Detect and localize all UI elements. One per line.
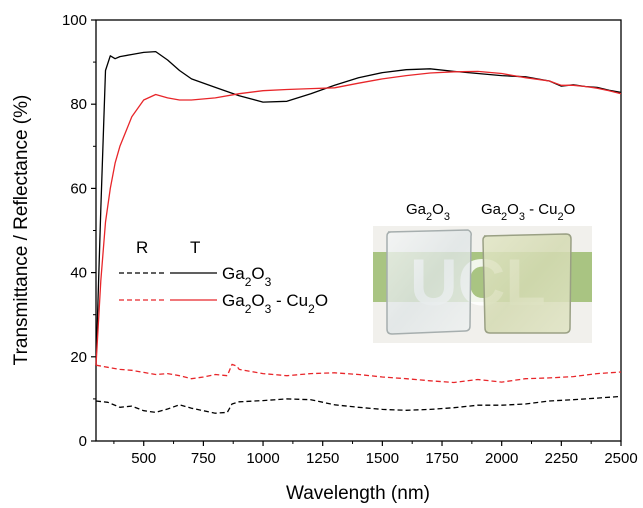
x-tick-label: 750 — [191, 450, 216, 467]
y-tick-label: 40 — [70, 265, 87, 282]
inset-sample-ga2o3-cu2o — [482, 233, 572, 334]
inset-sample-ga2o3 — [386, 229, 472, 335]
legend: R T Ga2O3 Ga2O3 - Cu2O — [119, 238, 328, 316]
series-ga2o3-cu2o-r — [95, 363, 622, 384]
y-tick-label: 20 — [70, 349, 87, 366]
x-tick-label: 2000 — [485, 450, 518, 467]
y-tick-label: 60 — [70, 180, 87, 197]
legend-label-ga2o3-cu2o: Ga2O3 - Cu2O — [222, 291, 328, 316]
series-ga2o3-cu2o-t — [95, 70, 622, 366]
x-tick-label: 1750 — [425, 450, 458, 467]
series-ga2o3-r — [95, 395, 622, 414]
x-tick-label: 2250 — [545, 450, 578, 467]
x-tick-label: 2500 — [604, 450, 637, 467]
x-tick-label: 500 — [131, 450, 156, 467]
y-tick-label: 80 — [70, 96, 87, 113]
x-tick-label: 1500 — [366, 450, 399, 467]
y-tick-label: 100 — [62, 12, 87, 29]
series-layer — [95, 50, 622, 414]
y-tick-label: 0 — [79, 433, 87, 450]
legend-header-t: T — [190, 238, 200, 257]
y-axis-title: Transmittance / Reflectance (%) — [11, 95, 32, 366]
inset-photo: Ga2O3 Ga2O3 - Cu2O UCL — [373, 201, 592, 343]
inset-label-ga2o3-cu2o: Ga2O3 - Cu2O — [481, 201, 575, 223]
x-axis-title: Wavelength (nm) — [286, 483, 430, 504]
legend-label-ga2o3: Ga2O3 — [222, 264, 272, 289]
legend-header-r: R — [136, 238, 148, 257]
inset-label-ga2o3: Ga2O3 — [406, 201, 450, 223]
x-tick-label: 1250 — [306, 450, 339, 467]
x-tick-label: 1000 — [246, 450, 279, 467]
ticks-layer: 500 750 1000 1250 1500 1750 2000 2250 2500 0 20 40 6… — [62, 12, 638, 467]
